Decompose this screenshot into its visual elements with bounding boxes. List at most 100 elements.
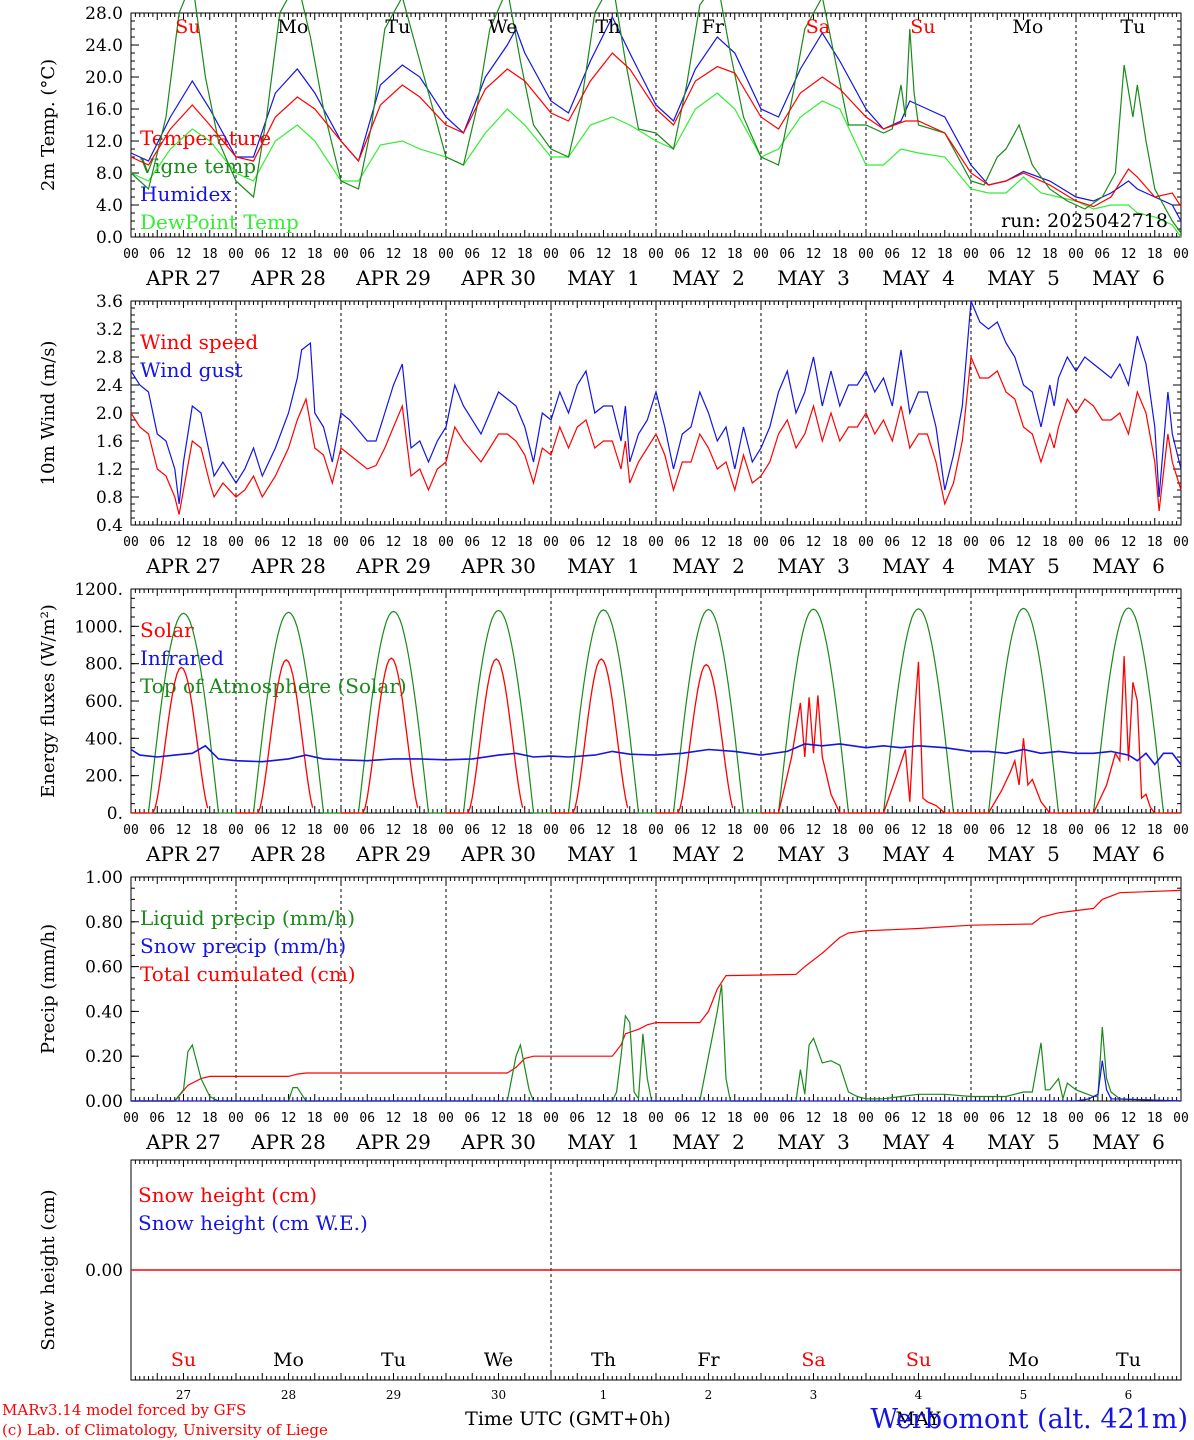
temp-hour-label: 12 [911,247,927,262]
energy-date-label: APR 27 [145,842,221,866]
temp-hour-label: 06 [674,247,690,262]
energy-hour-label: 00 [1068,823,1084,838]
wind-date-label: APR 30 [460,554,536,578]
energy-hour-label: 06 [989,823,1005,838]
temp-hour-label: 18 [202,247,218,262]
energy-toa-day-6 [761,608,866,814]
wind-hour-label: 06 [149,535,165,550]
energy-hour-label: 18 [832,823,848,838]
precip-hour-label: 12 [806,1111,822,1126]
temp-hour-label: 18 [1147,247,1163,262]
snow-day-name: Su [171,1349,196,1371]
energy-hour-label: 06 [359,823,375,838]
temp-y-tick-label: 20.0 [85,68,123,88]
temp-date-label: APR 30 [460,266,536,290]
temp-day-name: We [488,16,517,38]
energy-toa-day-5 [656,608,761,814]
precip-hour-label: 00 [1068,1111,1084,1126]
energy-date-label: APR 29 [355,842,431,866]
energy-hour-label: 00 [963,823,979,838]
temp-hour-label: 00 [858,247,874,262]
precip-hour-label: 18 [937,1111,953,1126]
energy-date-label: MAY 4 [882,842,955,866]
precip-hour-label: 00 [123,1111,139,1126]
temp-hour-label: 18 [307,247,323,262]
energy-y-tick-label: 800. [85,655,123,675]
energy-hour-label: 06 [674,823,690,838]
temp-date-label: MAY 6 [1092,266,1165,290]
precip-hour-label: 06 [674,1111,690,1126]
temp-hour-label: 00 [1173,247,1189,262]
precip-y-tick-label: 0.40 [85,1002,123,1022]
energy-hour-label: 18 [202,823,218,838]
precip-hour-label: 12 [596,1111,612,1126]
wind-hour-label: 00 [648,535,664,550]
station-label: Werbomont (alt. 421m) [870,1404,1188,1435]
wind-hour-label: 00 [753,535,769,550]
temp-hour-label: 00 [648,247,664,262]
temp-date-label: MAY 2 [672,266,745,290]
precip-y-axis-label: Precip (mm/h) [38,924,59,1054]
energy-toa-day-9 [1076,607,1181,814]
snow-y-axis-label: Snow height (cm) [38,1189,59,1350]
temp-hour-label: 00 [1068,247,1084,262]
snow-day-name: Mo [1008,1349,1039,1371]
energy-frame [130,588,1182,814]
precip-date-label: APR 29 [355,1130,431,1154]
energy-hour-label: 00 [1173,823,1189,838]
snow-day-name: Fr [697,1349,720,1371]
energy-toa-day-3 [446,609,551,814]
precip-hour-label: 12 [176,1111,192,1126]
temp-day-name: Fr [702,16,725,38]
energy-solar-day-7 [866,661,971,814]
energy-date-label: MAY 1 [567,842,640,866]
energy-hour-label: 06 [779,823,795,838]
precip-hour-label: 00 [963,1111,979,1126]
wind-legend-0: Wind speed [140,330,258,354]
precip-hour-label: 00 [858,1111,874,1126]
temp-y-tick-label: 24.0 [85,36,123,56]
temp-y-tick-label: 8.0 [96,164,123,184]
temp-hour-label: 06 [149,247,165,262]
precip-hour-label: 00 [228,1111,244,1126]
wind-hour-label: 06 [464,535,480,550]
energy-hour-label: 06 [569,823,585,838]
energy-series-0 [130,743,1182,766]
energy-date-label: APR 30 [460,842,536,866]
precip-legend-1: Snow precip (mm/h) [140,934,346,958]
temp-day-name: Mo [277,16,308,38]
energy-solar-day-3 [446,658,524,814]
wind-date-label: MAY 6 [1092,554,1165,578]
wind-hour-label: 18 [412,535,428,550]
snow-day-number: 3 [810,1388,818,1402]
snow-day-number: 28 [281,1388,296,1402]
energy-solar-day-5 [656,663,734,814]
temp-hour-label: 00 [228,247,244,262]
wind-hour-label: 00 [438,535,454,550]
wind-hour-label: 06 [1094,535,1110,550]
snow-day-name: Tu [381,1349,406,1371]
wind-hour-label: 12 [596,535,612,550]
temp-date-label: MAY 4 [882,266,955,290]
temp-date-label: MAY 5 [987,266,1060,290]
precip-hour-label: 12 [1121,1111,1137,1126]
energy-date-label: MAY 3 [777,842,850,866]
temp-y-tick-label: 0.0 [96,228,123,248]
energy-toa-day-1 [236,611,341,814]
temp-day-name: Th [595,16,620,38]
wind-hour-label: 12 [386,535,402,550]
precip-y-tick-label: 0.60 [85,958,123,978]
precip-hour-label: 06 [1094,1111,1110,1126]
snow-day-number: 29 [386,1388,401,1402]
wind-hour-label: 18 [202,535,218,550]
credit-lab: (c) Lab. of Climatology, University of L… [2,1421,328,1439]
precip-hour-label: 18 [622,1111,638,1126]
wind-hour-label: 12 [176,535,192,550]
wind-series-1 [130,300,1182,505]
energy-date-label: MAY 2 [672,842,745,866]
temp-hour-label: 06 [884,247,900,262]
snow-legend-0: Snow height (cm) [138,1183,317,1207]
wind-hour-label: 12 [491,535,507,550]
wind-y-tick-label: 2.0 [96,404,123,424]
wind-y-tick-label: 1.2 [96,460,123,480]
